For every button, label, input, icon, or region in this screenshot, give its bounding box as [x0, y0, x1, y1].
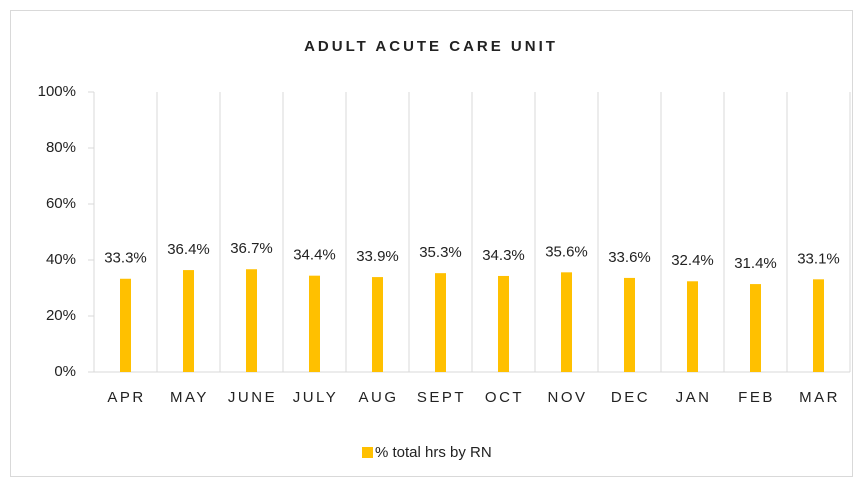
legend-swatch — [362, 447, 373, 458]
x-tick-label: DEC — [611, 389, 650, 406]
bar — [120, 278, 131, 372]
x-tick-label: JULY — [293, 389, 339, 406]
x-tick-label: APR — [107, 389, 145, 406]
data-label: 33.3% — [104, 250, 147, 267]
y-tick-label: 40% — [46, 251, 76, 268]
bar — [309, 275, 320, 372]
data-label: 33.6% — [608, 249, 651, 266]
x-tick-label: FEB — [738, 389, 775, 406]
data-label: 31.4% — [734, 255, 777, 272]
chart-border — [10, 10, 853, 477]
bar — [435, 273, 446, 372]
bar — [624, 277, 635, 372]
bar — [372, 277, 383, 372]
x-tick-label: AUG — [358, 389, 398, 406]
x-tick-label: JUNE — [228, 389, 277, 406]
data-label: 33.9% — [356, 248, 399, 265]
x-tick-label: OCT — [485, 389, 524, 406]
legend-label: % total hrs by RN — [375, 444, 492, 461]
x-tick-label: MAY — [170, 389, 209, 406]
bar — [183, 270, 194, 372]
bar — [687, 281, 698, 372]
data-label: 35.3% — [419, 244, 462, 261]
y-tick-label: 0% — [54, 363, 76, 380]
data-label: 33.1% — [797, 250, 840, 267]
bar — [498, 275, 509, 372]
y-tick-label: 80% — [46, 139, 76, 156]
chart-title: ADULT ACUTE CARE UNIT — [304, 38, 558, 55]
data-label: 36.7% — [230, 240, 273, 257]
y-tick-label: 100% — [38, 83, 76, 100]
data-label: 32.4% — [671, 252, 714, 269]
data-label: 34.3% — [482, 247, 525, 264]
data-label: 34.4% — [293, 247, 336, 264]
x-tick-label: JAN — [676, 389, 712, 406]
x-tick-label: NOV — [547, 389, 587, 406]
bar — [813, 279, 824, 372]
data-label: 36.4% — [167, 241, 210, 258]
data-label: 35.6% — [545, 243, 588, 260]
bar — [246, 269, 257, 372]
y-tick-label: 20% — [46, 307, 76, 324]
bar — [750, 284, 761, 372]
bar — [561, 272, 572, 372]
x-tick-label: MAR — [799, 389, 840, 406]
x-tick-label: SEPT — [417, 389, 466, 406]
y-tick-label: 60% — [46, 195, 76, 212]
